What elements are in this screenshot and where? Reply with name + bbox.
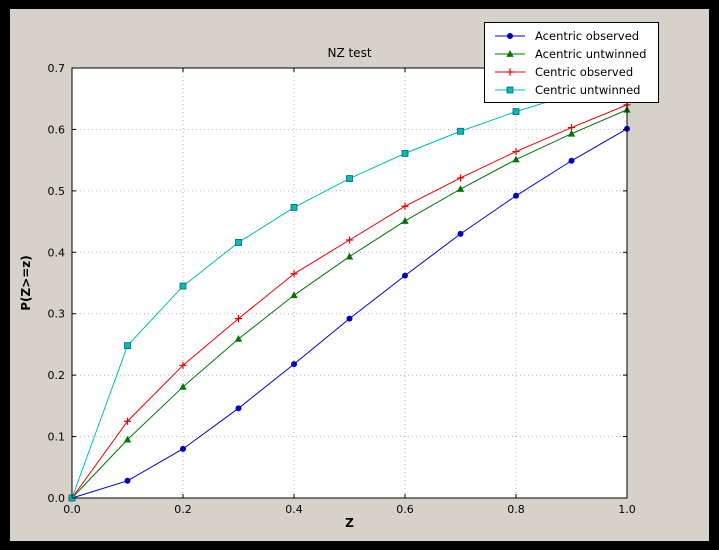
legend-entry-centric-untwinned: Centric untwinned — [493, 82, 646, 97]
tick-labels: 0.0 0.2 0.4 0.6 0.8 1.0 0.0 0.1 0.2 0.3 0.4 0.5 0.6 0… — [48, 62, 636, 516]
y-tick-label: 0.2 — [48, 369, 66, 382]
x-tick-label: 0.6 — [396, 503, 414, 516]
legend-marker-acentric-observed — [495, 32, 525, 39]
x-tick-label: 0.8 — [507, 503, 525, 516]
legend-entry-acentric-observed: Acentric observed — [493, 28, 646, 43]
y-tick-label: 0.1 — [48, 431, 66, 444]
series-markers-acentric-observed — [69, 125, 630, 501]
x-tick-label: 0.0 — [63, 503, 81, 516]
legend-entry-centric-observed: Centric observed — [493, 64, 646, 79]
chart-title: NZ test — [327, 46, 372, 60]
y-tick-label: 0.0 — [48, 492, 66, 505]
axes-background — [72, 68, 627, 498]
axes-border — [71, 67, 628, 499]
y-tick-label: 0.5 — [48, 185, 66, 198]
legend-marker-acentric-untwinned — [495, 49, 525, 57]
series-acentric-observed — [69, 125, 630, 501]
y-axis-label: P(Z>=z) — [19, 255, 33, 311]
plot-area: 0.0 0.2 0.4 0.6 0.8 1.0 0.0 0.1 0.2 0.3 0.4 0.5 0.6 0… — [48, 62, 636, 516]
y-tick-label: 0.3 — [48, 308, 66, 321]
legend-label-centric-untwinned: Centric untwinned — [535, 82, 641, 97]
x-tick-label: 0.4 — [285, 503, 303, 516]
legend-label-centric-observed: Centric observed — [535, 64, 634, 79]
legend-marker-centric-untwinned — [495, 86, 525, 93]
y-tick-label: 0.6 — [48, 123, 66, 136]
legend-label-acentric-untwinned: Acentric untwinned — [535, 46, 647, 61]
figure-canvas: 0.0 0.2 0.4 0.6 0.8 1.0 0.0 0.1 0.2 0.3 0.4 0.5 0.6 0… — [10, 9, 709, 541]
x-tick-label: 0.2 — [174, 503, 192, 516]
legend-entry-acentric-untwinned: Acentric untwinned — [493, 46, 646, 61]
x-tick-label: 1.0 — [618, 503, 636, 516]
y-tick-label: 0.4 — [48, 246, 66, 259]
legend-label-acentric-observed: Acentric observed — [535, 28, 640, 43]
y-tick-label: 0.7 — [48, 62, 66, 75]
legend: Acentric observed Acentric untwinned Centr… — [484, 22, 660, 103]
x-axis-label: Z — [345, 516, 354, 530]
legend-marker-centric-observed — [495, 67, 525, 76]
